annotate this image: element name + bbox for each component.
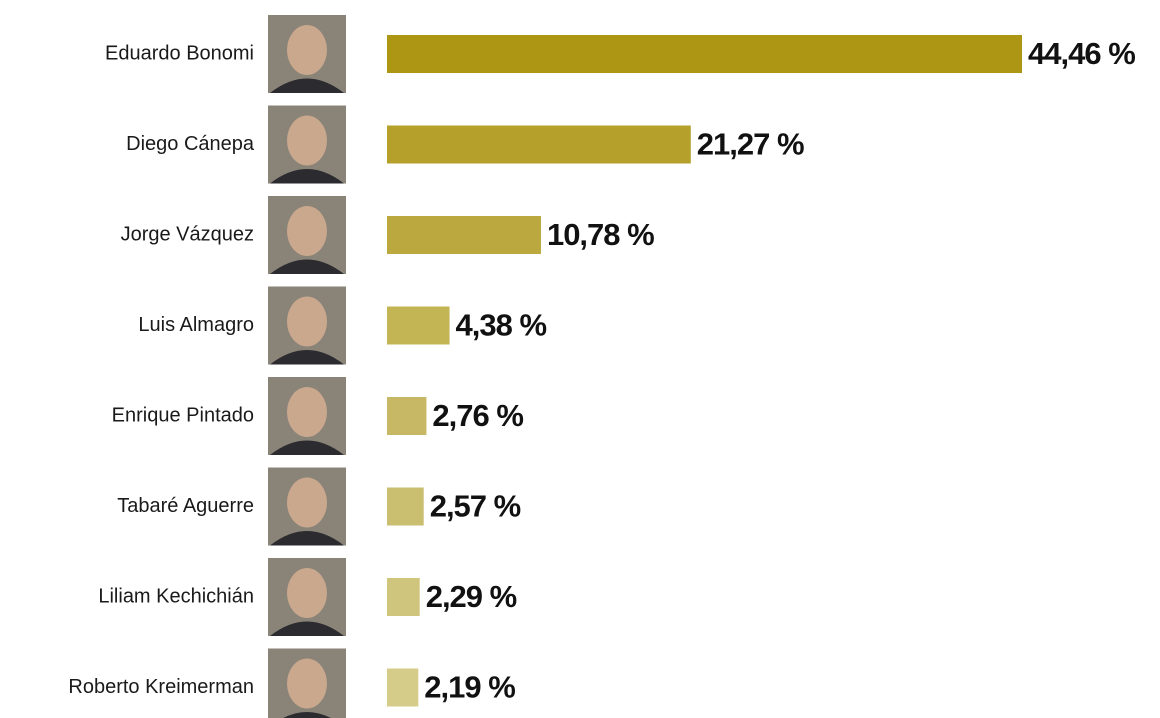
category-label: Roberto Kreimerman bbox=[68, 676, 254, 698]
photo-face bbox=[287, 568, 327, 618]
photo-face bbox=[287, 115, 327, 166]
value-label: 44,46 % bbox=[1028, 36, 1135, 71]
bar bbox=[387, 216, 541, 254]
bar bbox=[387, 306, 450, 345]
bar bbox=[387, 35, 1022, 73]
value-label: 21,27 % bbox=[697, 127, 804, 162]
bar bbox=[387, 668, 419, 707]
photo-shoulders bbox=[270, 531, 344, 546]
value-label: 10,78 % bbox=[547, 217, 654, 252]
value-label: 2,57 % bbox=[430, 489, 521, 524]
photo-shoulders bbox=[270, 621, 344, 636]
category-label: Luis Almagro bbox=[138, 314, 254, 336]
value-label: 4,38 % bbox=[456, 308, 547, 343]
photo-face bbox=[287, 658, 327, 709]
category-label: Diego Cánepa bbox=[126, 133, 255, 155]
photo-face bbox=[287, 296, 327, 347]
photo-face bbox=[287, 477, 327, 528]
photo-face bbox=[287, 206, 327, 256]
photo-face bbox=[287, 387, 327, 437]
bar bbox=[387, 125, 691, 164]
bar bbox=[387, 578, 420, 616]
value-label: 2,19 % bbox=[424, 670, 515, 705]
photo-shoulders bbox=[270, 259, 344, 274]
photo-shoulders bbox=[270, 350, 344, 365]
category-label: Enrique Pintado bbox=[112, 404, 254, 426]
value-label: 2,29 % bbox=[426, 579, 517, 614]
photo-face bbox=[287, 25, 327, 75]
category-label: Eduardo Bonomi bbox=[105, 42, 254, 64]
value-label: 2,76 % bbox=[432, 398, 523, 433]
category-label: Jorge Vázquez bbox=[121, 223, 254, 245]
category-label: Tabaré Aguerre bbox=[117, 495, 254, 517]
bar bbox=[387, 487, 424, 526]
photo-shoulders bbox=[270, 440, 344, 455]
photo-shoulders bbox=[270, 78, 344, 93]
bar bbox=[387, 397, 427, 435]
photo-shoulders bbox=[283, 712, 331, 718]
photo-shoulders bbox=[270, 169, 344, 184]
category-label: Liliam Kechichián bbox=[98, 585, 254, 607]
